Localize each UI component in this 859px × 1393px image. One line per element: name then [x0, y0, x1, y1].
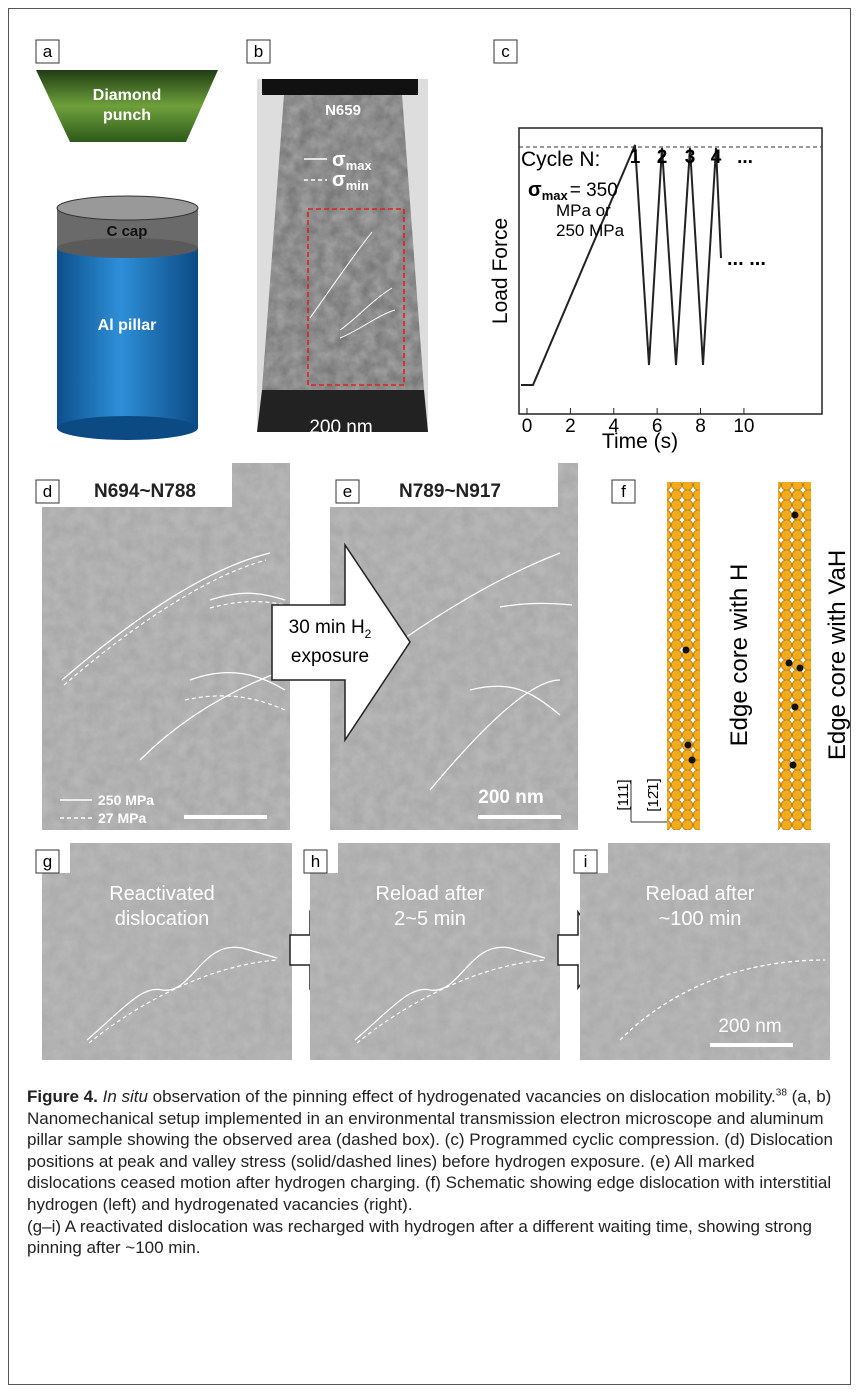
continuation: ... ...	[727, 248, 766, 270]
x-tick-label: 8	[695, 416, 706, 437]
schematic-label: Edge core with H	[726, 564, 753, 747]
sigma: σ	[332, 149, 346, 171]
panel-text: Reload after	[646, 883, 755, 905]
page: a Diamond punch C cap Al pillar b N659 σ…	[0, 0, 859, 1393]
annotation-value: = 350	[570, 180, 618, 201]
caption-text: (a, b) Nanomechanical setup implemented …	[27, 1087, 833, 1214]
panel-a: a Diamond punch C cap Al pillar	[36, 40, 218, 440]
panel-f: f Edge core with H Edge core with VaH [1…	[612, 480, 851, 830]
caption-label: Figure 4.	[27, 1087, 98, 1106]
panel-label: g	[43, 852, 52, 871]
panel-label: d	[43, 482, 52, 501]
panel-label: h	[311, 852, 320, 871]
panel-text: Reactivated	[109, 883, 215, 905]
panel-b: b N659 σmax σmin 200 nm	[247, 40, 428, 445]
subscript: 2	[365, 627, 372, 641]
pillar-label: Al pillar	[98, 317, 157, 334]
cap-edge	[57, 238, 198, 258]
caption-text: observation of the pinning effect of hyd…	[148, 1087, 776, 1106]
direction-label: [111]	[615, 779, 632, 810]
caption-text: (g–i) A reactivated dislocation was rech…	[27, 1216, 839, 1259]
scale-bar	[184, 815, 267, 819]
panel-text: Reload after	[376, 883, 485, 905]
cycle-label: N659	[325, 102, 361, 119]
panel-text: ~100 min	[659, 908, 742, 930]
sigma: σ	[332, 169, 346, 191]
load-curve	[521, 145, 721, 385]
x-tick-label: 6	[652, 416, 663, 437]
y-axis-label: Load Force	[489, 218, 512, 324]
cap-label: C cap	[107, 223, 148, 240]
panel-text: dislocation	[115, 908, 210, 930]
punch-image	[262, 79, 418, 95]
panel-label: b	[254, 42, 263, 61]
annotation: MPa or	[556, 201, 611, 220]
x-tick-label: 10	[733, 416, 754, 437]
image-texture	[580, 843, 830, 1060]
diamond-punch	[36, 70, 218, 142]
atom-column	[778, 482, 811, 830]
x-tick-label: 4	[608, 416, 619, 437]
annotation: 250 MPa	[556, 221, 625, 240]
annotation: σmax= 350	[528, 179, 618, 203]
panels-ghi: g Reactivated dislocation h Reload after 2~5 …	[36, 843, 830, 1060]
cycle-title: Cycle N:	[521, 148, 600, 171]
arrow-text: 30 min H2	[289, 617, 372, 641]
cycle-number: 3	[685, 147, 696, 168]
legend-label: 27 MPa	[98, 810, 146, 826]
schematic-label: Edge core with VaH	[824, 550, 851, 760]
x-tick-label: 0	[522, 416, 533, 437]
panel-text: 2~5 min	[394, 908, 466, 930]
subscript: min	[346, 178, 369, 193]
arrow-text: exposure	[291, 646, 369, 667]
sigma: σ	[528, 179, 542, 201]
cycle-range: N694~N788	[94, 481, 196, 502]
x-tick-label: 2	[565, 416, 576, 437]
scale-bar	[330, 440, 354, 445]
scale-bar	[710, 1043, 793, 1047]
panel-label: c	[501, 42, 510, 61]
legend-label: 250 MPa	[98, 792, 154, 808]
caption-italic: In situ	[103, 1087, 148, 1106]
cycle-number: 1	[630, 147, 641, 168]
panel-label: f	[621, 482, 626, 501]
scale-label: 200 nm	[478, 787, 543, 808]
cycle-number: ...	[737, 147, 753, 168]
scale-label: 200 nm	[309, 417, 372, 438]
scale-label: 200 nm	[718, 1016, 781, 1037]
cycle-range: N789~N917	[399, 481, 501, 502]
figure: a Diamond punch C cap Al pillar b N659 σ…	[0, 0, 859, 1082]
panel-label: a	[43, 42, 53, 61]
pillar-base	[57, 416, 198, 440]
punch-label: punch	[103, 107, 151, 124]
atom-column	[667, 482, 700, 830]
panel-label: e	[343, 482, 352, 501]
image-texture	[262, 95, 424, 390]
cap-top	[57, 196, 198, 220]
punch-label: Diamond	[93, 87, 161, 104]
panel-c: c Cycle N: ... ... σmax= 350 MPa or 250 …	[489, 40, 822, 453]
panel-d: d N694~N788 250 MPa 27 MPa	[36, 463, 290, 830]
image-texture	[42, 463, 290, 830]
cycle-number: 4	[711, 147, 722, 168]
subscript: max	[346, 158, 373, 173]
caption: Figure 4. In situ observation of the pin…	[27, 1086, 839, 1259]
reference: 38	[776, 1087, 787, 1098]
panel-label: i	[584, 852, 588, 871]
scale-bar	[478, 815, 561, 819]
arrow-text-main: 30 min H	[289, 617, 365, 638]
cycle-number: 2	[657, 147, 668, 168]
direction-label: [12̄1]	[645, 778, 662, 811]
